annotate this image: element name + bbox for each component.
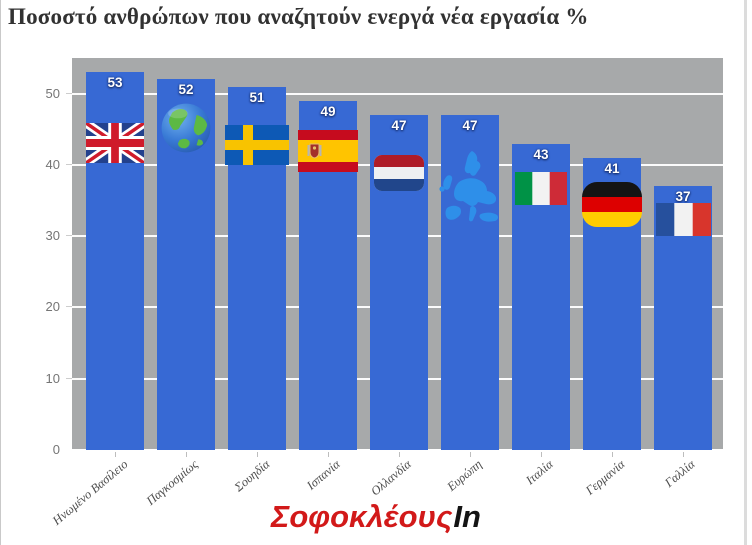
bar-value-label: 47: [462, 118, 478, 134]
bar-value-label: 41: [604, 160, 620, 176]
y-axis-tick-label: 0: [52, 442, 60, 457]
y-axis-tick-mark: [66, 92, 72, 94]
y-axis-tick-mark: [66, 235, 72, 237]
right-scrollbar-track[interactable]: [744, 0, 747, 545]
bar-value-label: 51: [249, 89, 265, 105]
bar-value-label: 37: [675, 189, 691, 205]
y-axis-tick-label: 40: [45, 156, 60, 172]
x-axis-category-label: Ευρώπη: [444, 457, 485, 494]
globe-icon: [160, 102, 212, 154]
netherlands-flag-icon: [374, 155, 424, 191]
x-axis-category-label: Γαλλία: [662, 457, 698, 490]
left-border-line: [0, 0, 1, 545]
bar-value-label: 47: [391, 118, 407, 134]
x-axis-tick-mark: [257, 452, 258, 457]
germany-flag-icon: [582, 182, 642, 227]
x-axis-category-label: Γερμανία: [582, 457, 627, 498]
gridline-50: [72, 92, 723, 95]
y-axis-tick-mark: [66, 163, 72, 165]
x-axis-tick-mark: [470, 452, 471, 457]
watermark-secondary-text: In: [453, 499, 481, 534]
sweden-flag-icon: [225, 125, 289, 165]
y-axis-tick-label: 10: [45, 370, 60, 386]
spain-flag-icon: [298, 130, 358, 172]
bar-value-label: 49: [320, 103, 336, 119]
x-axis-tick-mark: [683, 452, 684, 457]
watermark-logo: ΣοφοκλέουςIn: [0, 498, 752, 536]
watermark-primary-text: Σοφοκλέους: [271, 499, 453, 534]
bar-value-label: 52: [178, 82, 194, 98]
bar-value-label: 43: [533, 146, 549, 162]
x-axis-category-label: Ισπανία: [304, 457, 343, 493]
y-axis-tick-mark: [66, 306, 72, 308]
france-flag-icon: [655, 203, 711, 236]
x-axis-tick-mark: [328, 452, 329, 457]
chart-title: Ποσοστό ανθρώπων που αναζητούν ενεργά νέ…: [8, 4, 589, 29]
y-axis-tick-label: 50: [45, 85, 60, 101]
x-axis-line: [62, 449, 723, 451]
x-axis-tick-mark: [115, 452, 116, 457]
x-axis-tick-mark: [541, 452, 542, 457]
y-axis-tick-label: 20: [45, 299, 60, 315]
y-axis-tick-mark: [66, 377, 72, 379]
x-axis-tick-mark: [186, 452, 187, 457]
europe-map-icon: [439, 150, 501, 230]
x-axis-category-label: Ιταλία: [523, 457, 556, 488]
italy-flag-icon: [515, 172, 567, 205]
plot-area: 53 52 51 49 47: [62, 58, 723, 451]
x-axis-category-label: Ολλανδία: [368, 457, 414, 499]
x-axis-tick-mark: [612, 452, 613, 457]
x-axis-category-label: Σουηδία: [231, 457, 272, 495]
uk-flag-icon: [86, 123, 144, 163]
bar-value-label: 53: [107, 75, 123, 91]
x-axis-tick-mark: [399, 452, 400, 457]
y-axis-tick-label: 30: [45, 228, 60, 244]
